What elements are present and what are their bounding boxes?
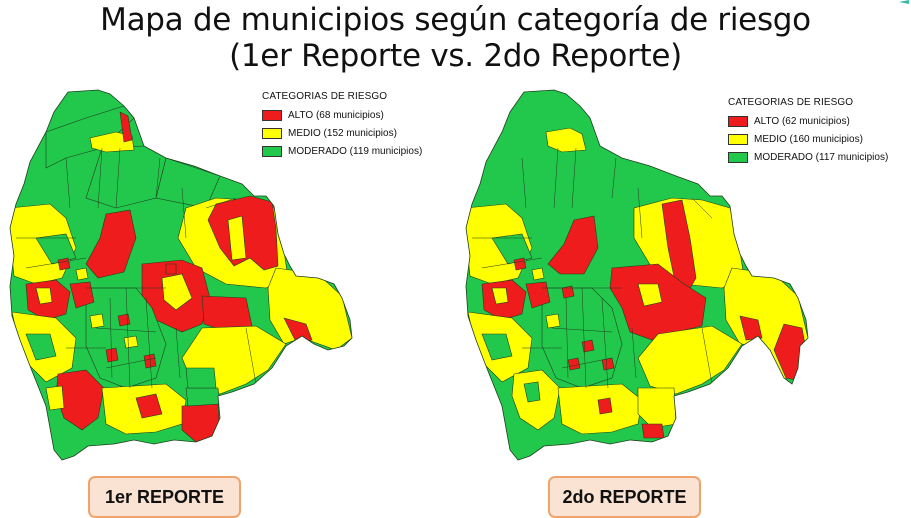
legend-swatch-alto (262, 109, 282, 121)
legend-label-alto: ALTO (68 municipios) (288, 109, 384, 121)
corner-mark-icon (899, 0, 909, 4)
legend-swatch-moderado (728, 151, 748, 163)
legend-first-report: CATEGORIAS DE RIESGO ALTO (68 municipios… (262, 91, 422, 160)
legend-item-moderado: MODERADO (119 municipios) (262, 142, 422, 160)
map-first-report-svg (9, 89, 353, 461)
legend-label-moderado: MODERADO (117 municipios) (754, 151, 889, 163)
legend-label-alto: ALTO (62 municipios) (754, 115, 850, 127)
title-line-2: (1er Reporte vs. 2do Reporte) (229, 38, 682, 74)
map-second-report (462, 88, 822, 472)
legend-swatch-moderado (262, 145, 282, 157)
legend-label-medio: MEDIO (160 municipios) (754, 133, 863, 145)
map-first-report (6, 88, 366, 472)
legend-title: CATEGORIAS DE RIESGO (728, 97, 854, 108)
second-report-label: 2do REPORTE (562, 486, 687, 507)
legend-label-medio: MEDIO (152 municipios) (288, 127, 397, 139)
legend-title: CATEGORIAS DE RIESGO (262, 91, 388, 102)
legend-second-report: CATEGORIAS DE RIESGO ALTO (62 municipios… (728, 97, 888, 166)
page-title: Mapa de municipios según categoría de ri… (0, 2, 911, 74)
legend-item-medio: MEDIO (160 municipios) (728, 130, 888, 148)
legend-item-alto: ALTO (68 municipios) (262, 106, 422, 124)
legend-item-moderado: MODERADO (117 municipios) (728, 148, 888, 166)
second-report-button[interactable]: 2do REPORTE (548, 476, 701, 518)
legend-swatch-alto (728, 115, 748, 127)
map-second-report-svg (465, 89, 809, 461)
first-report-button[interactable]: 1er REPORTE (88, 476, 241, 518)
legend-label-moderado: MODERADO (119 municipios) (288, 145, 423, 157)
legend-swatch-medio (728, 133, 748, 145)
legend-item-medio: MEDIO (152 municipios) (262, 124, 422, 142)
first-report-label: 1er REPORTE (104, 486, 225, 507)
title-line-1: Mapa de municipios según categoría de ri… (100, 2, 811, 38)
legend-swatch-medio (262, 127, 282, 139)
legend-item-alto: ALTO (62 municipios) (728, 112, 888, 130)
